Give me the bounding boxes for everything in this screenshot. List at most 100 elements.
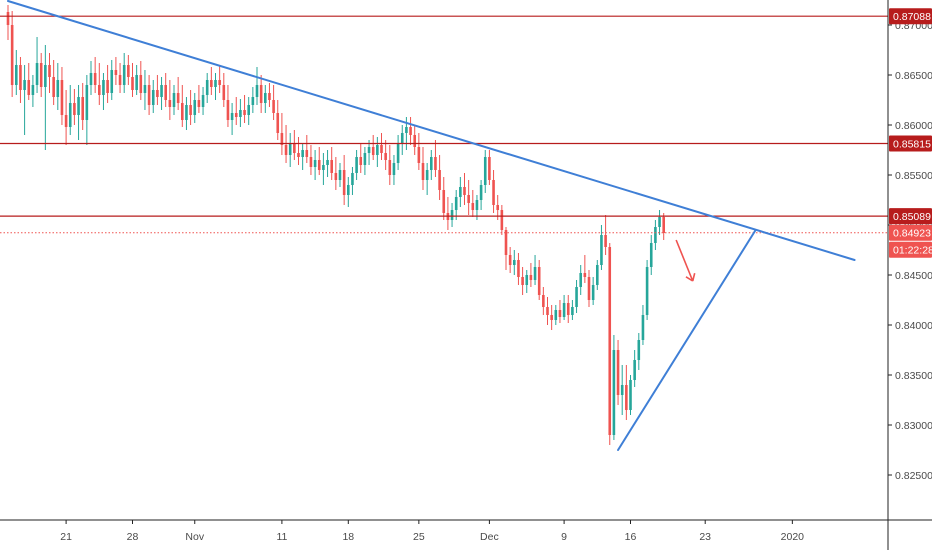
candle bbox=[330, 147, 333, 180]
candle bbox=[226, 85, 230, 127]
candle-body bbox=[135, 75, 138, 90]
candle-body bbox=[334, 173, 338, 180]
candle bbox=[600, 225, 603, 270]
candle bbox=[367, 140, 371, 165]
candle bbox=[587, 270, 591, 307]
candle-body bbox=[147, 85, 151, 105]
candle-body bbox=[488, 157, 491, 180]
candle-body bbox=[542, 295, 545, 307]
candle-body bbox=[15, 65, 18, 85]
candle bbox=[591, 277, 595, 305]
x-tick-label: 16 bbox=[625, 531, 637, 543]
candle-body bbox=[309, 157, 313, 167]
candle bbox=[658, 210, 661, 235]
candle-body bbox=[355, 157, 358, 173]
candle-body bbox=[251, 97, 255, 105]
candle-body bbox=[392, 163, 396, 175]
candle-body bbox=[222, 85, 226, 100]
y-tick-label: 0.82500 bbox=[895, 470, 932, 482]
candle bbox=[571, 300, 574, 320]
candle-body bbox=[525, 275, 529, 285]
candle bbox=[255, 67, 259, 105]
candle-body bbox=[131, 77, 134, 90]
candle-body bbox=[193, 100, 197, 115]
candle bbox=[513, 250, 516, 275]
candle-body bbox=[558, 310, 562, 317]
candle-body bbox=[168, 100, 172, 107]
candle-body bbox=[371, 147, 375, 155]
trendline-ascending bbox=[617, 230, 756, 451]
candle-body bbox=[172, 93, 176, 107]
candle bbox=[44, 45, 47, 150]
candle bbox=[392, 155, 396, 185]
candle-body bbox=[127, 65, 130, 77]
candle-body bbox=[98, 85, 101, 95]
candle bbox=[347, 177, 350, 207]
candle bbox=[542, 287, 545, 315]
candle bbox=[222, 73, 226, 107]
candle bbox=[293, 130, 296, 160]
candle bbox=[371, 135, 375, 160]
candle bbox=[322, 153, 325, 185]
candle-body bbox=[417, 147, 421, 163]
candle bbox=[654, 220, 657, 250]
levels-layer bbox=[0, 15, 888, 234]
candle bbox=[459, 177, 462, 207]
candle-body bbox=[400, 133, 404, 143]
candle bbox=[400, 125, 404, 155]
x-tick-label: 23 bbox=[699, 531, 711, 543]
candle-body bbox=[89, 73, 93, 85]
y-tick-label: 0.86000 bbox=[895, 120, 932, 132]
candle-body bbox=[596, 265, 599, 285]
level-price-label-bg bbox=[889, 135, 932, 152]
candle-body bbox=[438, 170, 441, 190]
candle bbox=[633, 350, 636, 387]
candle-body bbox=[176, 93, 180, 103]
candle bbox=[442, 177, 446, 220]
candle bbox=[272, 85, 275, 120]
candle-body bbox=[44, 65, 47, 87]
candle bbox=[645, 260, 649, 320]
candle-body bbox=[288, 143, 292, 155]
candle-body bbox=[537, 267, 541, 295]
candle-body bbox=[64, 115, 68, 127]
price-labels-layer: 0.87088 0.85815 0.85089 0.84923 01:22:28 bbox=[889, 8, 932, 258]
candle-body bbox=[459, 187, 462, 197]
candle-body bbox=[483, 157, 487, 185]
candle bbox=[575, 280, 578, 313]
candle-body bbox=[442, 190, 446, 213]
candle bbox=[102, 73, 105, 110]
candle-body bbox=[342, 170, 346, 195]
candle-body bbox=[380, 145, 383, 153]
candle bbox=[77, 85, 80, 140]
candle bbox=[529, 263, 533, 287]
candle-body bbox=[425, 170, 429, 180]
candle-body bbox=[496, 205, 499, 210]
candle bbox=[147, 75, 151, 115]
candle bbox=[517, 253, 520, 285]
candle bbox=[359, 143, 363, 173]
candle bbox=[93, 57, 97, 93]
candle-body bbox=[189, 105, 192, 115]
candle-body bbox=[591, 285, 595, 300]
candle-body bbox=[185, 105, 188, 120]
candle-body bbox=[454, 197, 458, 210]
candle bbox=[160, 77, 163, 110]
candle-body bbox=[529, 275, 533, 280]
candle bbox=[483, 150, 487, 193]
candle bbox=[243, 95, 246, 123]
candle bbox=[48, 53, 51, 93]
candle-body bbox=[384, 153, 387, 160]
candle bbox=[259, 75, 263, 113]
candle-body bbox=[654, 227, 657, 243]
candle-body bbox=[52, 77, 55, 97]
candle bbox=[23, 65, 26, 135]
candle-body bbox=[122, 65, 126, 85]
level-price-label-text: 0.87088 bbox=[893, 11, 931, 23]
candle bbox=[554, 305, 558, 325]
candle bbox=[612, 335, 616, 440]
candle bbox=[181, 85, 184, 127]
candle bbox=[313, 150, 317, 180]
candle-body bbox=[562, 303, 566, 317]
